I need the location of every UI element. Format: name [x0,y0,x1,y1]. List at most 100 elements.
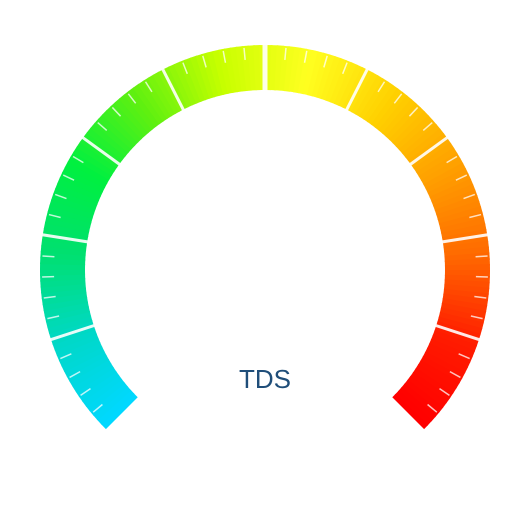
gauge-minor-tick [42,255,55,258]
gauge-arc-slice [355,75,384,118]
gauge-arc-slice [118,94,153,134]
gauge-arc-slice [86,127,126,161]
gauge-arc-slice [229,46,243,93]
gauge-arc-slice [100,392,138,430]
gauge-arc-slice [72,362,115,393]
gauge-arc-slice [128,87,161,128]
gauge-arc-slice [168,63,193,108]
gauge-arc-slice [427,173,472,198]
gauge-arc-slice [66,354,110,383]
gauge-arc-slice [63,350,107,378]
gauge-arc-slice [359,78,389,120]
gauge-arc-slice [40,250,86,261]
gauge-label: TDS [239,364,291,394]
gauge-minor-tick [243,47,246,61]
gauge-arc-slice [437,316,483,336]
gauge-arc-slice [235,46,248,92]
gauge-arc-slice [293,47,308,94]
gauge-arc-slice [67,156,110,185]
gauge-minor-tick [222,50,227,63]
gauge-arc-slice [51,193,96,215]
gauge-arc-slice [114,97,150,137]
gauge-minor-tick [463,193,476,200]
gauge-minor-tick [458,353,470,360]
gauge-arc-slice [96,389,135,425]
gauge-arc-slice [338,64,364,109]
gauge-arc-slice [444,279,490,290]
gauge-minor-tick [48,213,61,219]
gauge-arc-slice [302,49,320,96]
gauge-arc-slice [316,54,337,100]
gauge-minor-tick [80,387,91,396]
gauge-arc-slice [398,119,438,155]
gauge-arc-slice [288,46,302,93]
gauge-arc-slice [439,307,486,325]
gauge-arc-slice [44,215,91,233]
gauge-arc-slice [440,302,487,319]
gauge-arc-slice [440,217,486,234]
gauge-minor-tick [377,81,386,93]
gauge-arc-slice [52,187,98,210]
gauge-arc-slice [436,200,482,221]
gauge-arc-slice [429,178,474,203]
gauge-arc-slice [444,264,490,272]
gauge-segment-divider [48,323,97,342]
gauge-arc-slice [45,310,92,329]
gauge-arc-slice [283,46,296,92]
gauge-arc-slice [137,80,169,122]
gauge-arc-slice [44,306,90,323]
gauge-arc-slice [424,347,469,374]
gauge-minor-tick [202,55,207,68]
gauge-arc-slice [407,375,448,409]
gauge-minor-tick [475,255,488,258]
gauge-minor-tick [127,93,137,104]
gauge-minor-tick [393,93,403,104]
gauge-arc-slice [378,95,413,134]
gauge-arc-slice [42,227,89,242]
gauge-arc-slice [392,393,429,430]
gauge-arc-slice [443,240,489,253]
gauge-minor-tick [60,353,72,360]
gauge-minor-tick [470,315,483,320]
gauge-minor-ticks [42,47,488,413]
gauge-minor-tick [92,403,103,413]
gauge-arc-slice [70,151,113,180]
gauge-minor-tick [427,403,438,413]
gauge-arc-slice [420,355,463,384]
gauge-arc-slice [392,110,430,148]
gauge-arc-slice [443,288,489,301]
gauge-arc-slice [395,115,434,151]
gauge-arc-slice [401,383,440,418]
gauge-arc-slice [279,45,291,92]
gauge-segment-divider [344,67,370,113]
gauge-arc-slice [218,48,234,94]
gauge-arc-slice [206,50,225,97]
gauge-arc-slice [189,55,211,101]
gauge-arc-slice [52,328,97,351]
gauge-arc-slice [350,72,379,115]
gauge-arc-slice [41,292,88,306]
gauge-minor-tick [469,213,482,219]
gauge-arc-slice [409,371,451,404]
gauge-arc-slice [385,102,422,141]
gauge-minor-tick [72,155,84,164]
gauge-arc-slice [43,221,90,238]
gauge-arc-slice [374,91,408,131]
gauge-arc-slice [223,47,239,94]
gauge-arc-slice [425,167,469,194]
gauge-arc-slice [432,330,478,353]
gauge-arc-slice [401,123,441,158]
gauge-arc-slice [132,83,165,125]
gauge-arc-slice [434,194,480,216]
gauge-arc-slice [69,358,112,388]
gauge-arc-slice [415,364,457,394]
gauge-arc-slice [184,57,207,102]
gauge-arc-slice [40,244,87,256]
gauge-arc-slice [420,157,464,186]
gauge-arc-slice [366,84,399,126]
gauge-arc-slice [73,146,115,176]
gauge-minor-tick [341,62,348,75]
gauge-arc-slice [415,147,458,178]
gauge-minor-tick [54,193,67,200]
